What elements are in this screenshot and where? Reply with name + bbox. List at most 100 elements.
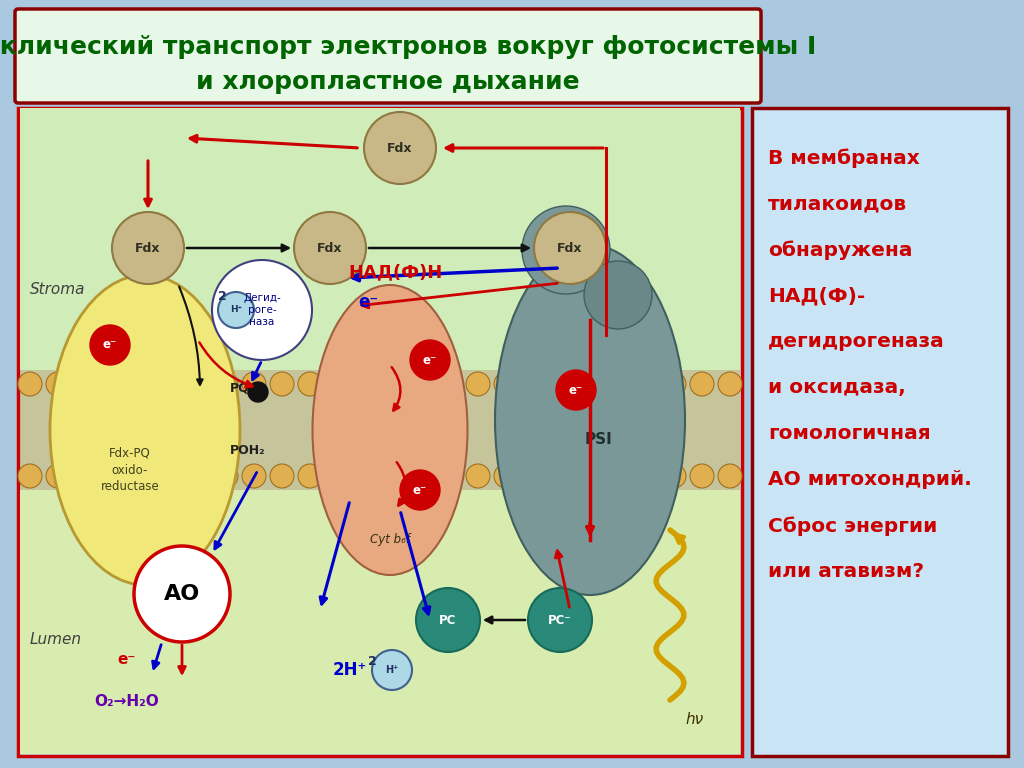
Circle shape: [326, 464, 350, 488]
Circle shape: [494, 464, 518, 488]
Circle shape: [294, 212, 366, 284]
Ellipse shape: [50, 275, 240, 585]
Circle shape: [382, 372, 406, 396]
Circle shape: [438, 372, 462, 396]
Text: e⁻: e⁻: [413, 484, 427, 496]
Text: 2: 2: [368, 655, 377, 668]
Circle shape: [74, 464, 98, 488]
Text: AO: AO: [164, 584, 200, 604]
Circle shape: [438, 464, 462, 488]
Circle shape: [90, 325, 130, 365]
Circle shape: [550, 372, 574, 396]
Ellipse shape: [312, 285, 468, 575]
Text: и хлоропластное дыхание: и хлоропластное дыхание: [197, 70, 580, 94]
Text: Fdx: Fdx: [317, 241, 343, 254]
Circle shape: [690, 372, 714, 396]
Text: e⁻: e⁻: [102, 339, 117, 352]
Circle shape: [130, 464, 154, 488]
Circle shape: [18, 464, 42, 488]
Circle shape: [354, 372, 378, 396]
Text: Циклический транспорт электронов вокруг фотосистемы I: Циклический транспорт электронов вокруг …: [0, 35, 816, 59]
Text: Fdx: Fdx: [135, 241, 161, 254]
Circle shape: [410, 340, 450, 380]
Text: H⁺: H⁺: [385, 665, 398, 675]
Circle shape: [158, 464, 182, 488]
Circle shape: [134, 546, 230, 642]
Circle shape: [46, 372, 70, 396]
Circle shape: [466, 372, 490, 396]
Ellipse shape: [522, 206, 610, 294]
Circle shape: [718, 372, 742, 396]
Text: hν: hν: [686, 713, 705, 727]
Circle shape: [410, 372, 434, 396]
Text: Fdx: Fdx: [387, 141, 413, 154]
Circle shape: [298, 464, 322, 488]
Circle shape: [270, 372, 294, 396]
Text: PSI: PSI: [584, 432, 612, 448]
Circle shape: [606, 464, 630, 488]
Circle shape: [298, 372, 322, 396]
Text: обнаружена: обнаружена: [768, 240, 912, 260]
Text: O₂→H₂O: O₂→H₂O: [94, 694, 160, 710]
Text: e⁻: e⁻: [569, 383, 583, 396]
Circle shape: [218, 292, 254, 328]
Circle shape: [606, 372, 630, 396]
Text: Cyt b₆f: Cyt b₆f: [370, 534, 410, 547]
Circle shape: [372, 650, 412, 690]
Circle shape: [326, 372, 350, 396]
Circle shape: [528, 588, 592, 652]
Circle shape: [364, 112, 436, 184]
Text: В мембранах: В мембранах: [768, 148, 920, 167]
Circle shape: [214, 464, 238, 488]
Circle shape: [522, 464, 546, 488]
Text: POH₂: POH₂: [230, 443, 266, 456]
Ellipse shape: [495, 245, 685, 595]
Circle shape: [18, 372, 42, 396]
Bar: [20, 370, 740, 490]
Text: Дегид-
роге-
наза: Дегид- роге- наза: [243, 293, 281, 326]
FancyBboxPatch shape: [15, 9, 761, 103]
Circle shape: [578, 372, 602, 396]
Circle shape: [112, 212, 184, 284]
Circle shape: [556, 370, 596, 410]
Text: НАД(Ф)-: НАД(Ф)-: [768, 286, 865, 305]
Circle shape: [718, 464, 742, 488]
Circle shape: [550, 464, 574, 488]
Text: гомологичная: гомологичная: [768, 424, 931, 443]
Circle shape: [186, 464, 210, 488]
Text: Fdx-PQ
oxido-
reductase: Fdx-PQ oxido- reductase: [100, 446, 160, 494]
FancyBboxPatch shape: [752, 108, 1008, 756]
Circle shape: [242, 372, 266, 396]
Text: АО митохондрий.: АО митохондрий.: [768, 470, 972, 489]
Circle shape: [158, 372, 182, 396]
Text: Stroma: Stroma: [30, 283, 85, 297]
Text: тилакоидов: тилакоидов: [768, 194, 907, 213]
Text: НАД(Ф)Н: НАД(Ф)Н: [348, 263, 442, 281]
Text: PC⁻: PC⁻: [548, 614, 571, 627]
Circle shape: [578, 464, 602, 488]
Circle shape: [534, 212, 606, 284]
Circle shape: [690, 464, 714, 488]
Ellipse shape: [584, 261, 652, 329]
Bar: [20, 108, 740, 370]
Circle shape: [354, 464, 378, 488]
Circle shape: [242, 464, 266, 488]
Circle shape: [410, 464, 434, 488]
Circle shape: [382, 464, 406, 488]
Text: Lumen: Lumen: [30, 633, 82, 647]
Text: Сброс энергии: Сброс энергии: [768, 516, 937, 535]
Text: e⁻: e⁻: [118, 651, 136, 667]
Text: Fdx: Fdx: [557, 241, 583, 254]
Circle shape: [662, 464, 686, 488]
Circle shape: [46, 464, 70, 488]
Circle shape: [248, 382, 268, 402]
Circle shape: [102, 464, 126, 488]
Circle shape: [466, 464, 490, 488]
Text: e⁻: e⁻: [358, 293, 378, 311]
Text: 2H⁺: 2H⁺: [333, 661, 368, 679]
Text: или атавизм?: или атавизм?: [768, 562, 924, 581]
Circle shape: [130, 372, 154, 396]
Circle shape: [522, 372, 546, 396]
Circle shape: [494, 372, 518, 396]
Circle shape: [400, 470, 440, 510]
